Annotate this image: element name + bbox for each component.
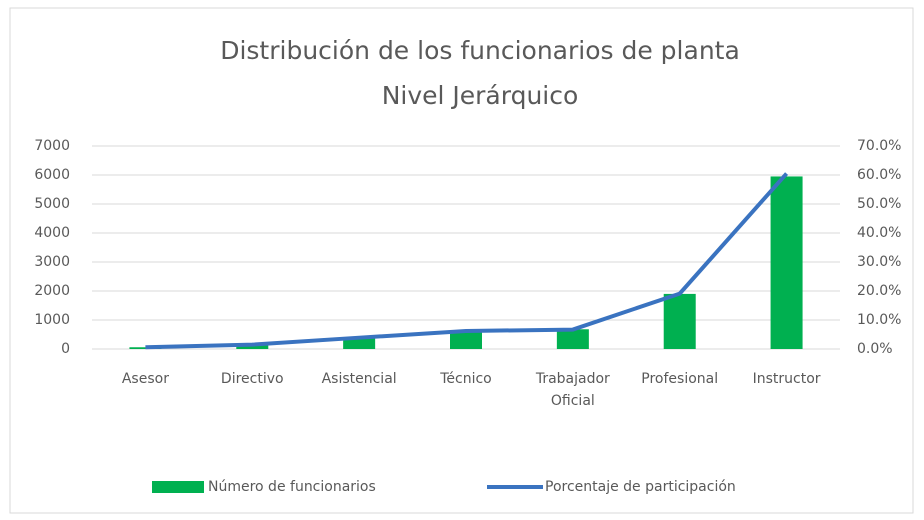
y2-tick-label: 10.0% (857, 312, 901, 328)
y2-tick-label: 30.0% (857, 254, 901, 270)
y2-tick-label: 50.0% (857, 196, 901, 212)
y-tick-label: 4000 (34, 225, 70, 241)
x-tick-label: Técnico (440, 371, 492, 387)
y-tick-label: 7000 (34, 138, 70, 154)
chart-border (9, 7, 914, 514)
bar (236, 344, 269, 349)
x-tick-label: Instructor (752, 371, 821, 387)
y2-tick-label: 40.0% (857, 225, 901, 241)
legend-label: Porcentaje de participación (545, 479, 736, 495)
y2-tick-label: 70.0% (857, 138, 901, 154)
chart-title: Distribución de los funcionarios de plan… (220, 36, 740, 65)
bar (663, 293, 696, 349)
bar (129, 347, 162, 349)
line (145, 172, 789, 350)
y-tick-label: 2000 (34, 283, 70, 299)
x-tick-label: Asesor (121, 371, 169, 387)
bar (770, 176, 803, 349)
legend-label: Número de funcionarios (208, 479, 376, 495)
bar (450, 330, 482, 349)
y-tick-label: 0 (61, 341, 70, 357)
x-tick-label: Directivo (220, 371, 284, 387)
y-tick-label: 3000 (34, 254, 70, 270)
y2-tick-label: 20.0% (857, 283, 901, 299)
y-tick-label: 5000 (34, 196, 70, 212)
y-tick-label: 6000 (34, 167, 70, 183)
x-tick-label: Profesional (641, 371, 719, 387)
bar (556, 329, 589, 349)
chart-subtitle: Nivel Jerárquico (382, 81, 579, 110)
x-tick-label: Asistencial (321, 371, 397, 387)
legend-swatch (152, 481, 204, 493)
bar (343, 337, 376, 349)
y2-tick-label: 0.0% (857, 341, 893, 357)
y-tick-label: 1000 (34, 312, 70, 328)
x-tick-label: Trabajador Oficial (535, 371, 610, 409)
y2-tick-label: 60.0% (857, 167, 901, 183)
